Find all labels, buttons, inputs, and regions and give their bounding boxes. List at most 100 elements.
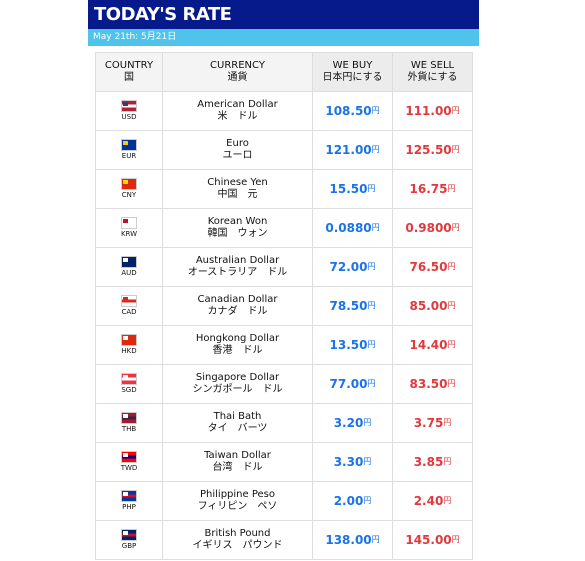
header-text: 通貨	[227, 72, 248, 83]
buy-rate: 138.00 円	[313, 521, 393, 560]
flag	[121, 295, 137, 307]
currency-name: Australian Dollar	[195, 255, 280, 266]
sell-unit: 円	[451, 145, 460, 154]
sell-unit: 円	[443, 496, 452, 505]
buy-unit: 円	[363, 496, 372, 505]
currency-name: British Pound	[204, 528, 271, 539]
currency-code: KRW	[120, 230, 138, 238]
flag	[121, 256, 137, 268]
currency-cell: American Dollar 米 ドル	[163, 92, 313, 131]
sell-rate: 16.75 円	[393, 170, 473, 209]
buy-amount: 15.50	[329, 182, 368, 196]
currency-code: THB	[121, 425, 137, 433]
sell-unit: 円	[443, 457, 452, 466]
sell-amount: 3.85	[413, 455, 444, 469]
buy-amount: 78.50	[329, 299, 368, 313]
flag-emblem	[123, 414, 128, 418]
sell-unit: 円	[447, 301, 456, 310]
currency-name: ユーロ	[222, 150, 253, 161]
currency-cell: Australian Dollar オーストラリア ドル	[163, 248, 313, 287]
currency-cell: Philippine Peso フィリピン ペソ	[163, 482, 313, 521]
sell-unit: 円	[451, 535, 460, 544]
buy-rate: 78.50 円	[313, 287, 393, 326]
currency-name: Thai Bath	[213, 411, 262, 422]
currency-name: Philippine Peso	[200, 489, 275, 500]
header-text: WE SELL	[410, 60, 455, 71]
currency-name: 香港 ドル	[212, 345, 263, 356]
flag-emblem	[123, 102, 128, 106]
sell-unit: 円	[451, 106, 460, 115]
sell-unit: 円	[447, 184, 456, 193]
currency-name: Taiwan Dollar	[204, 450, 271, 461]
currency-code: CAD	[121, 308, 137, 316]
country-cell: THB	[95, 404, 163, 443]
currency-code: HKD	[121, 347, 137, 355]
buy-unit: 円	[367, 262, 376, 271]
currency-name: Singapore Dollar	[195, 372, 280, 383]
sell-rate: 83.50 円	[393, 365, 473, 404]
currency-code: CNY	[121, 191, 137, 199]
currency-name: タイ バーツ	[207, 423, 268, 434]
flag-emblem	[123, 219, 128, 223]
currency-code: SGD	[121, 386, 137, 394]
country-cell: CAD	[95, 287, 163, 326]
buy-amount: 3.30	[333, 455, 364, 469]
buy-amount: 108.50	[325, 104, 372, 118]
header-text: 日本円にする	[322, 72, 383, 83]
header-text: 外貨にする	[407, 72, 458, 83]
buy-unit: 円	[363, 418, 372, 427]
flag-emblem	[123, 453, 128, 457]
country-cell: KRW	[95, 209, 163, 248]
flag-emblem	[123, 531, 128, 535]
header-text: CURRENCY	[210, 60, 265, 71]
flag-emblem	[123, 336, 128, 340]
currency-cell: Singapore Dollar シンガポール ドル	[163, 365, 313, 404]
buy-amount: 77.00	[329, 377, 368, 391]
currency-name: Chinese Yen	[207, 177, 268, 188]
currency-cell: Taiwan Dollar 台湾 ドル	[163, 443, 313, 482]
currency-name: American Dollar	[197, 99, 278, 110]
sell-unit: 円	[447, 262, 456, 271]
buy-rate: 121.00 円	[313, 131, 393, 170]
currency-name: Euro	[226, 138, 249, 149]
buy-unit: 円	[371, 145, 380, 154]
sell-amount: 3.75	[413, 416, 444, 430]
buy-unit: 円	[367, 301, 376, 310]
buy-amount: 72.00	[329, 260, 368, 274]
currency-code: PHP	[122, 503, 136, 511]
currency-name: 中国 元	[217, 189, 258, 200]
currency-name: Hongkong Dollar	[195, 333, 280, 344]
sell-rate: 3.75 円	[393, 404, 473, 443]
currency-code: EUR	[121, 152, 137, 160]
buy-rate: 77.00 円	[313, 365, 393, 404]
flag-emblem	[123, 258, 128, 262]
column-header: CURRENCY 通貨	[163, 52, 313, 92]
sell-rate: 2.40 円	[393, 482, 473, 521]
country-cell: USD	[95, 92, 163, 131]
buy-unit: 円	[371, 106, 380, 115]
sell-amount: 111.00	[405, 104, 452, 118]
currency-code: AUD	[121, 269, 137, 277]
buy-unit: 円	[371, 535, 380, 544]
sell-amount: 125.50	[405, 143, 452, 157]
country-cell: CNY	[95, 170, 163, 209]
header-text: WE BUY	[332, 60, 373, 71]
buy-rate: 108.50 円	[313, 92, 393, 131]
title: TODAY'S RATE	[88, 0, 479, 29]
currency-code: GBP	[121, 542, 137, 550]
sell-amount: 83.50	[409, 377, 448, 391]
currency-name: オーストラリア ドル	[187, 267, 288, 278]
buy-amount: 121.00	[325, 143, 372, 157]
sell-rate: 14.40 円	[393, 326, 473, 365]
currency-cell: Hongkong Dollar 香港 ドル	[163, 326, 313, 365]
buy-amount: 13.50	[329, 338, 368, 352]
flag	[121, 529, 137, 541]
sell-rate: 76.50 円	[393, 248, 473, 287]
sell-amount: 0.9800	[405, 221, 452, 235]
buy-rate: 72.00 円	[313, 248, 393, 287]
sell-rate: 125.50 円	[393, 131, 473, 170]
column-header: COUNTRY 国	[95, 52, 163, 92]
country-cell: PHP	[95, 482, 163, 521]
currency-cell: British Pound イギリス パウンド	[163, 521, 313, 560]
